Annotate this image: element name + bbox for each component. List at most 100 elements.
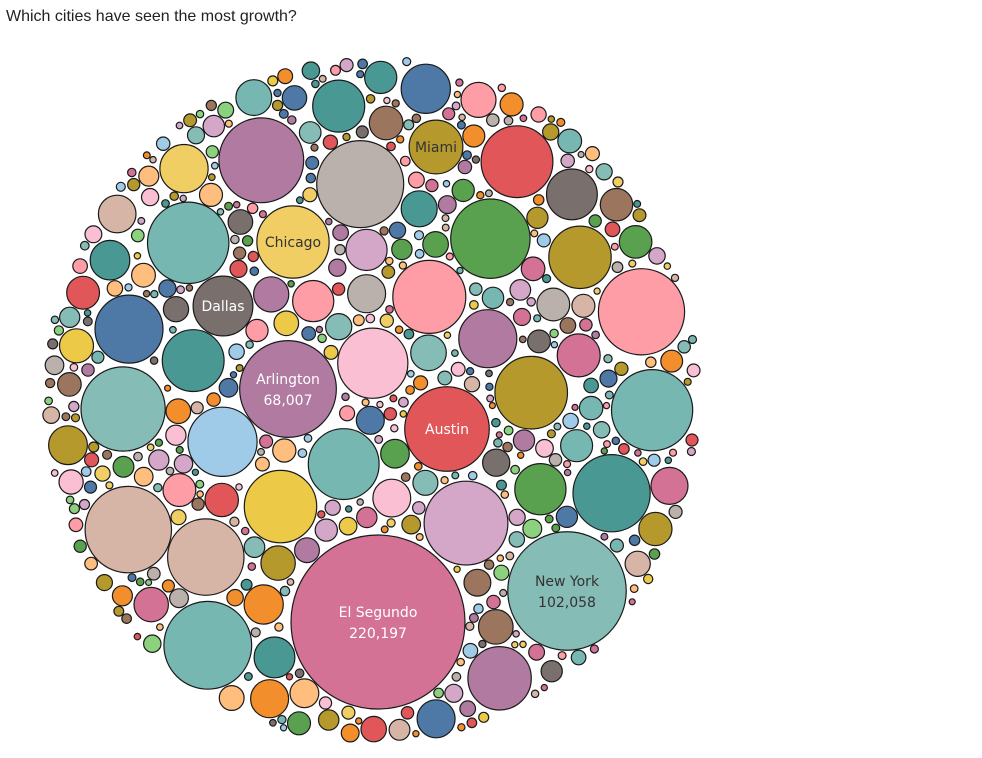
city-bubble[interactable] — [70, 413, 81, 423]
city-bubble[interactable] — [677, 339, 691, 354]
city-bubble[interactable] — [456, 120, 466, 130]
city-bubble[interactable] — [127, 573, 137, 583]
city-bubble[interactable] — [548, 225, 612, 290]
city-bubble[interactable] — [536, 233, 551, 248]
city-bubble[interactable] — [278, 108, 289, 119]
city-bubble[interactable] — [633, 199, 642, 208]
city-bubble[interactable] — [402, 56, 412, 67]
city-bubble[interactable] — [167, 518, 245, 596]
city-bubble[interactable] — [323, 344, 339, 360]
city-bubble[interactable] — [253, 636, 296, 679]
city-bubble[interactable] — [411, 501, 426, 515]
city-bubble[interactable] — [331, 282, 346, 296]
city-bubble[interactable] — [445, 252, 454, 261]
city-bubble[interactable] — [94, 294, 164, 364]
city-bubble[interactable] — [50, 469, 59, 477]
city-bubble[interactable] — [611, 261, 624, 274]
city-bubble[interactable] — [600, 532, 609, 541]
bubble-miami[interactable] — [408, 119, 464, 175]
city-bubble[interactable] — [481, 286, 505, 310]
city-bubble[interactable] — [571, 293, 596, 318]
city-bubble[interactable] — [478, 639, 487, 649]
city-bubble[interactable] — [146, 443, 155, 452]
city-bubble[interactable] — [577, 150, 585, 159]
city-bubble[interactable] — [442, 179, 451, 188]
city-bubble[interactable] — [89, 239, 131, 281]
city-bubble[interactable] — [277, 68, 294, 85]
city-bubble[interactable] — [493, 564, 510, 581]
city-bubble[interactable] — [339, 405, 356, 422]
city-bubble[interactable] — [224, 201, 234, 211]
city-bubble[interactable] — [451, 178, 475, 203]
city-bubble[interactable] — [159, 143, 209, 194]
city-bubble[interactable] — [230, 234, 240, 245]
city-bubble[interactable] — [267, 75, 279, 87]
city-bubble[interactable] — [441, 223, 450, 232]
city-bubble[interactable] — [347, 274, 387, 314]
city-bubble[interactable] — [663, 262, 672, 270]
city-bubble[interactable] — [483, 559, 495, 570]
city-bubble[interactable] — [146, 566, 161, 581]
city-bubble[interactable] — [401, 514, 422, 535]
city-bubble[interactable] — [227, 209, 254, 235]
city-bubble[interactable] — [355, 405, 385, 435]
city-bubble[interactable] — [69, 362, 79, 372]
city-bubble[interactable] — [133, 586, 170, 623]
city-bubble[interactable] — [391, 238, 413, 261]
city-bubble[interactable] — [399, 410, 408, 418]
city-bubble[interactable] — [458, 113, 466, 122]
city-bubble[interactable] — [485, 369, 493, 378]
city-bubble[interactable] — [422, 230, 450, 258]
city-bubble[interactable] — [66, 275, 101, 310]
city-bubble[interactable] — [133, 632, 142, 641]
city-bubble[interactable] — [307, 428, 380, 501]
city-bubble[interactable] — [540, 683, 549, 692]
city-bubble[interactable] — [302, 187, 318, 203]
city-bubble[interactable] — [301, 326, 317, 341]
city-bubble[interactable] — [315, 325, 324, 334]
city-bubble[interactable] — [391, 99, 400, 108]
city-bubble[interactable] — [512, 629, 520, 638]
city-bubble[interactable] — [455, 78, 464, 87]
city-bubble[interactable] — [44, 396, 53, 406]
city-bubble[interactable] — [81, 363, 95, 377]
city-bubble[interactable] — [562, 460, 572, 469]
city-bubble[interactable] — [82, 316, 93, 327]
city-bubble[interactable] — [453, 565, 461, 574]
city-bubble[interactable] — [121, 613, 132, 624]
city-bubble[interactable] — [495, 431, 503, 439]
city-bubble[interactable] — [44, 355, 65, 376]
city-bubble[interactable] — [602, 440, 611, 449]
city-bubble[interactable] — [277, 714, 287, 725]
city-bubble[interactable] — [111, 585, 134, 607]
city-bubble[interactable] — [540, 660, 563, 683]
city-bubble[interactable] — [600, 447, 609, 455]
city-bubble[interactable] — [73, 539, 87, 553]
city-bubble[interactable] — [518, 335, 527, 344]
city-bubble[interactable] — [648, 247, 666, 265]
city-bubble[interactable] — [650, 466, 689, 505]
city-bubble[interactable] — [364, 60, 398, 95]
city-bubble[interactable] — [112, 455, 135, 478]
city-bubble[interactable] — [508, 508, 526, 526]
city-bubble[interactable] — [240, 526, 250, 536]
city-bubble[interactable] — [345, 505, 353, 513]
city-bubble[interactable] — [473, 603, 484, 614]
city-bubble[interactable] — [519, 640, 527, 649]
city-bubble[interactable] — [400, 705, 415, 720]
city-bubble[interactable] — [94, 465, 111, 482]
city-bubble[interactable] — [298, 121, 322, 144]
city-bubble[interactable] — [463, 568, 492, 597]
city-bubble[interactable] — [365, 94, 376, 104]
city-bubble[interactable] — [44, 377, 56, 389]
city-bubble[interactable] — [629, 584, 639, 593]
city-bubble[interactable] — [588, 214, 602, 228]
city-bubble[interactable] — [78, 498, 91, 511]
city-bubble[interactable] — [628, 598, 636, 606]
city-bubble[interactable] — [451, 671, 462, 682]
city-bubble[interactable] — [341, 705, 356, 720]
city-bubble[interactable] — [400, 472, 411, 483]
city-bubble[interactable] — [357, 58, 369, 70]
city-bubble[interactable] — [443, 331, 452, 340]
city-bubble[interactable] — [628, 534, 641, 547]
